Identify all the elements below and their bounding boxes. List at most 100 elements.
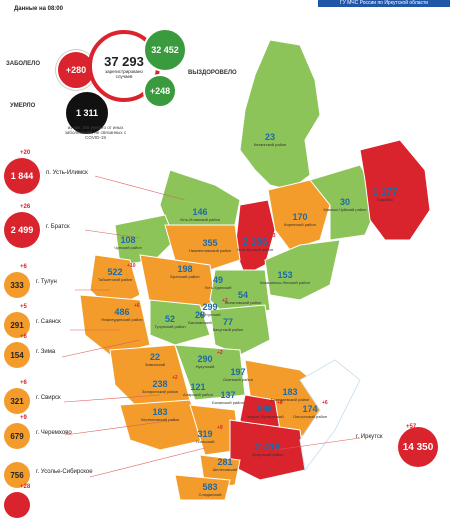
total-caption: зарегистрировано случаев xyxy=(105,68,143,79)
city-name: г. Братск xyxy=(46,224,70,230)
region-delta: +8 xyxy=(277,400,283,406)
region-value: 183 xyxy=(152,407,167,417)
city-circle: 756 xyxy=(4,462,30,488)
city-circle: 679 xyxy=(4,423,30,449)
region-name: Нижнеилимский район xyxy=(189,248,231,253)
city-value: 1 844 xyxy=(10,171,34,181)
region-delta: +2 xyxy=(172,375,178,381)
leader-line xyxy=(63,394,161,403)
region-value: 174 xyxy=(302,404,317,414)
region-name: Усть-Удинский xyxy=(205,285,232,290)
region-delta: +2 xyxy=(222,298,228,304)
region-value: 355 xyxy=(202,238,217,248)
region-value: 197 xyxy=(230,367,245,377)
region-value: 108 xyxy=(120,235,135,245)
leader-line xyxy=(94,175,186,201)
recovered-delta-circle: +248 xyxy=(143,74,177,108)
city-delta: +6 xyxy=(20,380,27,386)
city-delta: +5 xyxy=(20,304,27,310)
region-delta: +6 xyxy=(322,400,328,406)
infected-delta: +280 xyxy=(65,65,87,75)
died-label: УМЕРЛО xyxy=(10,103,36,109)
region-value: 290 xyxy=(197,354,212,364)
region-name: Аларский район xyxy=(183,392,213,397)
region-delta: +2 xyxy=(217,350,223,356)
city-circle: 1 844 xyxy=(4,158,40,194)
region-value: 281 xyxy=(217,457,232,467)
city-name: г. Черемхово xyxy=(36,430,72,436)
region-name: Усть-Илимский район xyxy=(180,217,220,222)
region-name: Шелеховский xyxy=(213,467,238,472)
region-kazachinsk xyxy=(264,239,341,301)
region-name: Жигаловский район xyxy=(225,300,262,305)
city-circle: 333 xyxy=(4,272,30,298)
region-value: 137 xyxy=(220,390,235,400)
city-value: 333 xyxy=(10,280,24,290)
region-value: 77 xyxy=(223,317,233,327)
city-value: 154 xyxy=(10,350,24,360)
city-value: 2 499 xyxy=(10,225,34,235)
irkutsk-city: г. Иркутск xyxy=(356,434,383,440)
region-value: 153 xyxy=(277,270,292,280)
region-name: Мамско-Чуйский район xyxy=(323,207,366,212)
region-name: Черемховский район xyxy=(141,417,180,422)
region-delta: +10 xyxy=(127,263,136,269)
region-value: 49 xyxy=(213,275,223,285)
region-name: Нукутский xyxy=(196,364,215,369)
region-value: 52 xyxy=(165,314,175,324)
region-name: Казачинско-Ленский район xyxy=(260,280,310,285)
died-total: 1 311 xyxy=(75,108,99,118)
region-name: Иркутский район xyxy=(252,452,283,457)
city-value: 291 xyxy=(10,320,24,330)
city-delta: +28 xyxy=(20,484,31,490)
irkutsk-circle: 14 350 xyxy=(398,427,438,467)
total-value: 37 293 xyxy=(104,53,144,69)
city-circle: 154 xyxy=(4,342,30,368)
leader-line xyxy=(274,437,361,451)
region-value: 146 xyxy=(192,207,207,217)
city-circle xyxy=(4,492,30,518)
region-value: 198 xyxy=(177,264,192,274)
region-slyudyanka xyxy=(174,474,231,500)
irkutsk-value: 14 350 xyxy=(402,441,434,453)
ministry-banner: ГУ МЧС России по Иркутской области xyxy=(318,0,450,7)
infected-label: ЗАБОЛЕЛО xyxy=(6,61,41,67)
leader-line xyxy=(64,419,176,436)
region-value: 30 xyxy=(340,197,350,207)
region-name: Слюдянский xyxy=(198,492,221,497)
region-name: Нижнеудинский район xyxy=(101,317,142,322)
region-irkutsk xyxy=(229,419,306,481)
city-name: г. Усолье-Сибирское xyxy=(36,469,93,475)
region-value: 170 xyxy=(292,212,307,222)
region-name: Тайшетский район xyxy=(98,277,132,282)
city-value: 679 xyxy=(10,431,24,441)
region-kuitun xyxy=(149,299,211,346)
region-name: Чунский район xyxy=(114,245,141,250)
region-name: Катангский район xyxy=(254,142,287,147)
region-name: Зиминский xyxy=(145,362,165,367)
city-delta: +20 xyxy=(20,150,31,156)
city-value: 321 xyxy=(10,396,24,406)
city-name: г. Свирск xyxy=(36,395,61,401)
city-name: г. Саянск xyxy=(36,319,61,325)
leader-line xyxy=(84,229,141,239)
region-delta: +13 xyxy=(267,233,276,239)
region-value: 22 xyxy=(150,352,160,362)
region-katanga xyxy=(239,39,321,191)
region-mama xyxy=(309,164,381,241)
region-value: 183 xyxy=(282,387,297,397)
region-name: Куйтунский xyxy=(200,312,221,317)
region-value: 238 xyxy=(152,379,167,389)
region-value: 2 186 xyxy=(242,237,267,248)
recovered-total: 32 452 xyxy=(151,45,179,55)
region-name: Осинский район xyxy=(223,377,253,382)
city-name: г. Тулун xyxy=(36,279,57,285)
region-name: Эхирит-Булагатский xyxy=(246,414,283,419)
region-bodaibo xyxy=(359,139,431,241)
top-bar xyxy=(0,0,450,8)
region-name: Заларинский район xyxy=(142,389,178,394)
region-delta: +6 xyxy=(134,303,140,309)
region-value: 121 xyxy=(190,382,205,392)
city-value: 756 xyxy=(10,470,24,480)
